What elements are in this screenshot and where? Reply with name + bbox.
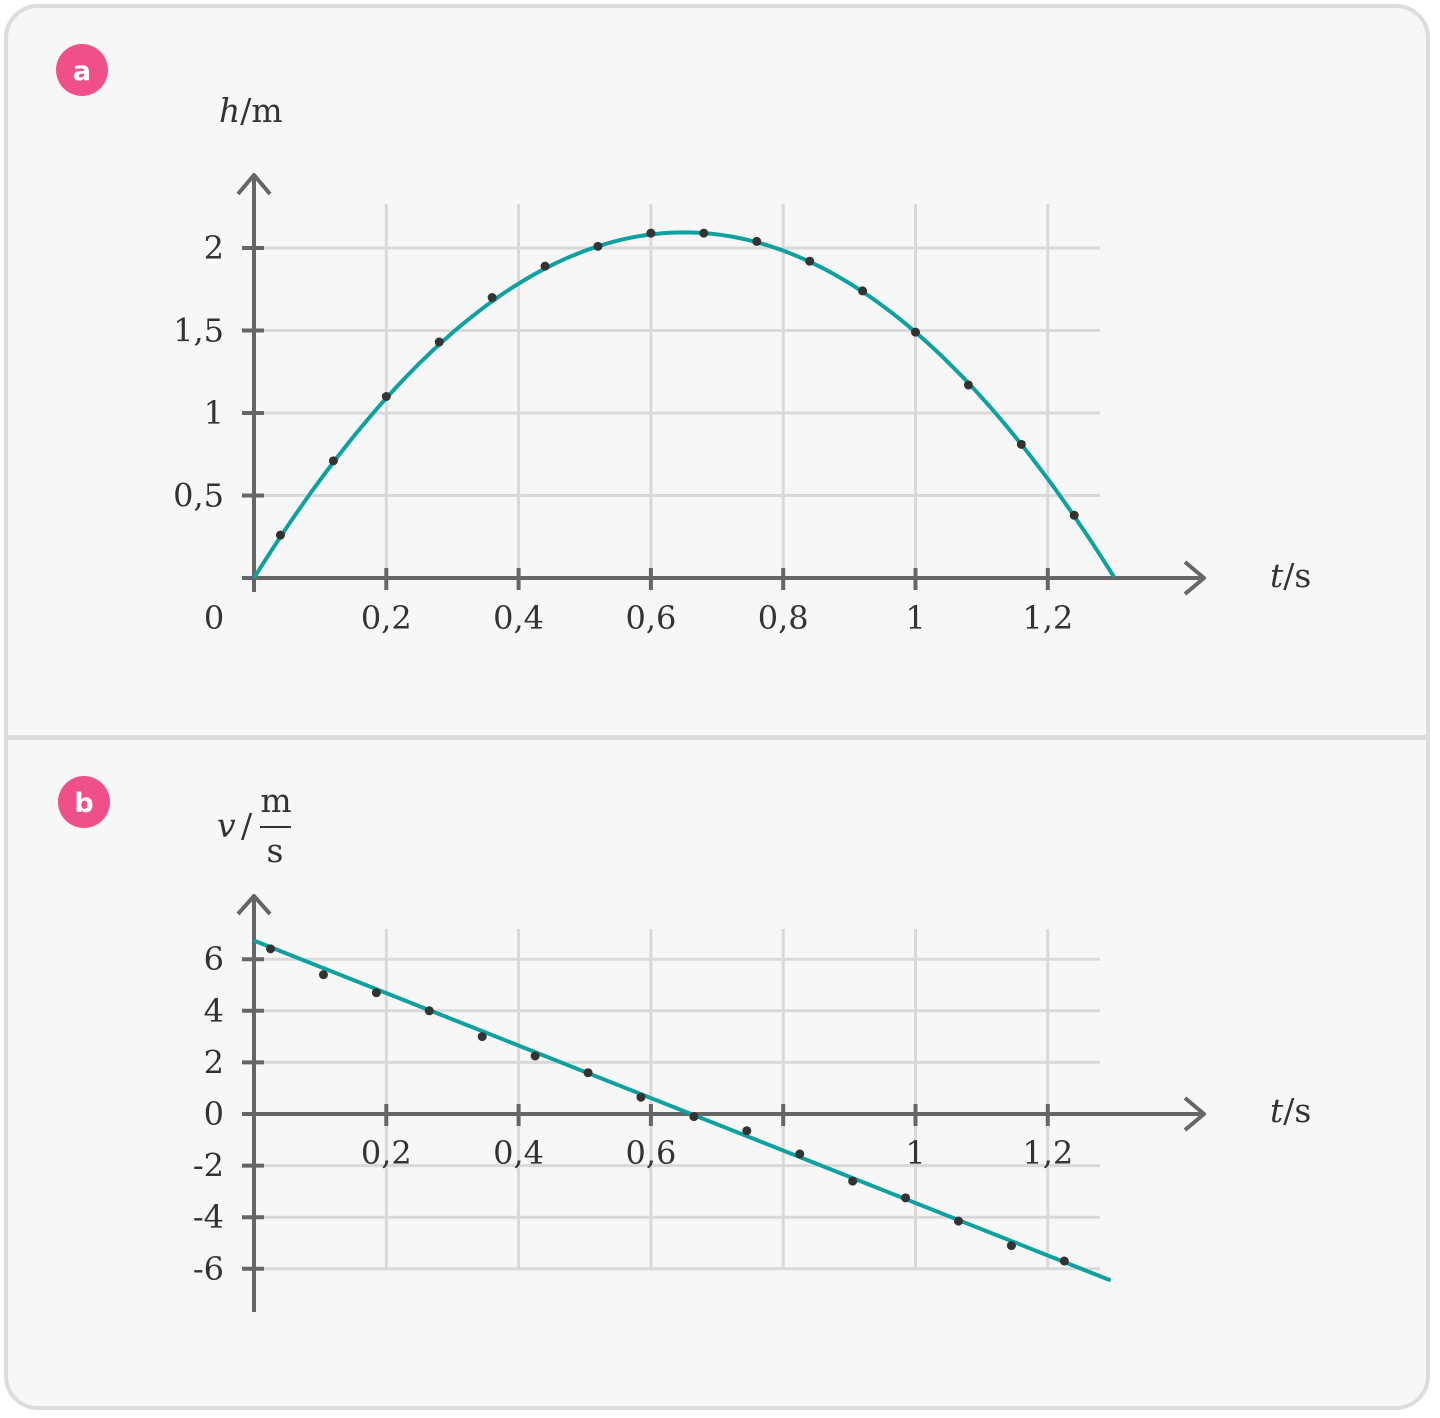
y-tick-label-b: 6 [204, 940, 224, 978]
panel-badge-a [56, 44, 108, 96]
x-tick-label-b: 0,2 [361, 1134, 412, 1172]
data-point-b [583, 1068, 593, 1078]
y-axis-label-a: h/m [219, 91, 283, 130]
y-tick-label-b: -2 [193, 1147, 224, 1185]
data-point-b [530, 1051, 540, 1061]
tick-labels-b: 0,2 0,4 0,6 1 1,2 6 4 2 0 -2 -4 -6 [193, 940, 1073, 1288]
y-axis-label-b: v / m s [217, 781, 292, 870]
data-point-b [477, 1032, 487, 1042]
x-tick-label-b: 1,2 [1022, 1134, 1073, 1172]
x-tick-label-a: 0,2 [361, 599, 412, 637]
y-axis-slash-b: / [241, 806, 253, 845]
y-tick-label-b: -4 [193, 1198, 224, 1236]
x-axis-label-a: t/s [1270, 556, 1311, 595]
ticks-a [242, 246, 1050, 590]
y-tick-label-b: 2 [204, 1043, 224, 1081]
data-point-b [266, 944, 276, 954]
y-tick-label-b: 0 [204, 1095, 224, 1133]
panel-badge-a-label: a [73, 56, 91, 87]
data-point-a [328, 456, 338, 466]
data-point-a [593, 241, 603, 251]
panel-divider [8, 735, 1426, 740]
x-axis-label-b: t/s [1270, 1091, 1311, 1130]
data-point-a [646, 228, 656, 238]
y-tick-label-a: 2 [204, 229, 224, 267]
axes-b [236, 894, 1206, 1312]
chart-panel-a: a 0,2 0,4 0,6 0,8 1 1,2 0,5 1 1,5 2 0 h/m t/s [56, 44, 1311, 637]
origin-label-a: 0 [204, 599, 224, 637]
data-point-a [699, 228, 709, 238]
x-tick-label-a: 1 [905, 599, 925, 637]
x-tick-label-b: 1 [905, 1134, 925, 1172]
data-point-b [689, 1112, 699, 1122]
y-tick-label-a: 0,5 [173, 477, 224, 515]
data-point-a [805, 256, 815, 266]
data-point-b [371, 988, 381, 998]
data-point-a [540, 261, 550, 271]
y-tick-label-b: -6 [193, 1250, 224, 1288]
data-point-b [742, 1126, 752, 1136]
y-axis-unit-den-b: s [267, 831, 284, 870]
grid-a [254, 204, 1100, 578]
ticks-b [242, 957, 1050, 1271]
data-point-a [434, 337, 444, 347]
x-axis-arrow-b [1183, 1096, 1206, 1132]
y-axis-unit-num-b: m [260, 781, 291, 820]
fit-curve-a [252, 230, 1116, 580]
fit-line-b [253, 938, 1112, 1283]
data-point-a [1016, 439, 1026, 449]
y-axis-symbol-b: v [217, 806, 236, 845]
figure-card [4, 4, 1430, 1410]
data-point-a [963, 380, 973, 390]
panel-badge-b [58, 776, 110, 828]
chart-panel-b: b 0,2 0,4 0,6 1 1,2 6 4 2 0 -2 -4 -6 v / m s t/s [58, 776, 1311, 1312]
y-axis-arrow-b [236, 894, 272, 916]
axes-a [236, 173, 1206, 596]
y-tick-label-a: 1 [204, 394, 224, 432]
data-point-b [795, 1149, 805, 1159]
y-axis-arrow-a [236, 173, 272, 196]
data-point-a [858, 286, 868, 296]
data-point-a [487, 293, 497, 302]
tick-labels-a: 0,2 0,4 0,6 0,8 1 1,2 0,5 1 1,5 2 [173, 229, 1073, 637]
data-points-a [275, 228, 1079, 540]
data-point-a [381, 392, 391, 401]
x-axis-arrow-a [1183, 560, 1206, 596]
data-point-b [1006, 1241, 1016, 1251]
data-point-b [953, 1216, 963, 1226]
x-tick-label-a: 0,8 [758, 599, 809, 637]
data-point-b [318, 970, 328, 980]
x-tick-label-a: 0,6 [625, 599, 676, 637]
data-point-b [901, 1193, 911, 1203]
x-tick-label-a: 1,2 [1022, 599, 1073, 637]
x-tick-label-b: 0,4 [493, 1134, 544, 1172]
panel-badge-b-label: b [74, 788, 93, 819]
y-tick-label-a: 1,5 [173, 312, 224, 350]
x-tick-label-a: 0,4 [493, 599, 544, 637]
data-point-a [275, 530, 285, 540]
data-points-b [266, 944, 1069, 1266]
data-point-a [1069, 510, 1079, 520]
data-point-b [636, 1092, 646, 1102]
x-tick-label-b: 0,6 [625, 1134, 676, 1172]
data-point-b [424, 1006, 434, 1016]
data-point-a [752, 236, 762, 246]
data-point-a [911, 327, 920, 337]
grid-b [254, 929, 1100, 1271]
data-point-b [848, 1176, 858, 1186]
data-point-b [1059, 1256, 1069, 1266]
y-tick-label-b: 4 [204, 992, 224, 1030]
